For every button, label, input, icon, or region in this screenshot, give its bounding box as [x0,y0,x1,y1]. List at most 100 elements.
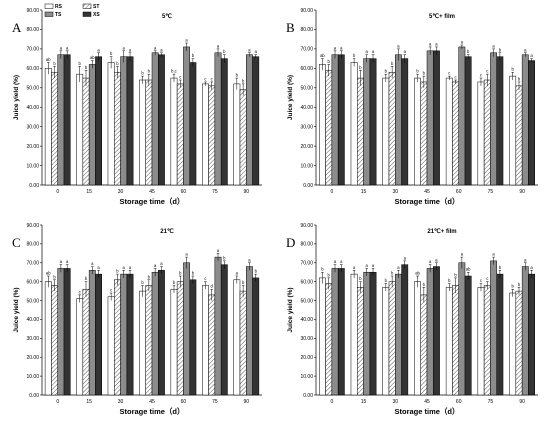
significance-label: c [480,73,482,78]
legend-label-xs: XS [93,12,100,18]
significance-label: b [423,282,426,287]
significance-label: ab [46,57,51,62]
significance-label: a [129,47,132,52]
bar-xs-15 [369,271,377,396]
significance-label: b [385,278,388,283]
bar-rs-45 [139,290,146,396]
bar-ts-75 [490,260,497,396]
bar-xs-15 [369,58,377,186]
significance-label: b [141,280,144,285]
legend: RS ST TS XS [44,3,100,18]
legend-label-ts: TS [55,12,62,18]
significance-label: b [353,53,356,58]
legend-label-st: ST [93,4,99,10]
significance-label: b [328,59,331,64]
y-tick-label: 0.00 [303,393,313,399]
significance-label: b [148,69,151,74]
bar-rs-0 [44,68,52,186]
x-tick-label: 30 [118,189,124,195]
bar-xs-60 [189,62,197,186]
significance-label: a [492,252,495,257]
significance-label: a [404,255,407,260]
y-tick-label: 70.00 [26,47,39,53]
significance-label: a [334,45,337,50]
significance-label: b [499,47,502,52]
bar-xs-0 [337,54,345,186]
y-tick-label: 90.00 [300,223,313,229]
significance-label: b [454,272,457,277]
bar-rs-75 [477,81,485,186]
significance-label: a [435,257,438,262]
bar-xs-90 [252,56,260,186]
bar-st-45 [145,285,153,396]
y-tick-label: 50.00 [300,86,313,92]
bar-xs-90 [252,277,260,396]
significance-label: a [492,43,495,48]
significance-label: a [366,49,369,54]
bar-xs-60 [189,279,197,396]
x-tick-label: 90 [519,399,525,405]
bar-ts-0 [331,54,339,186]
bar-st-15 [357,287,364,396]
significance-label: a [334,259,337,264]
significance-label: a [372,263,375,268]
y-tick-label: 40.00 [26,317,39,323]
significance-label: b [192,53,195,58]
significance-label: b [173,280,176,285]
significance-label: a [248,257,251,262]
bar-xs-90 [528,60,535,186]
y-tick-label: 60.00 [300,66,313,72]
bar-ts-15 [88,270,96,396]
bar-st-60 [452,81,459,186]
significance-label: b [141,71,144,76]
significance-label: c [204,276,206,281]
significance-label: b [518,282,521,287]
bar-st-15 [357,77,364,186]
significance-label: a [123,45,126,50]
y-tick-label: 30.00 [26,336,39,342]
y-axis-label: Juice yield (%) [287,287,294,332]
panel-D: 0.00 10.00 20.00 30.00 40.00 50.00 60.00 70.00 8… [286,223,538,416]
bar-ts-0 [57,54,65,186]
bar-ts-90 [246,54,253,186]
legend-swatch-xs [82,11,92,17]
bar-rs-45 [139,79,146,186]
y-tick-label: 70.00 [26,261,39,267]
y-tick-label: 10.00 [300,163,313,169]
significance-label: b [116,61,119,66]
significance-label: c [204,76,206,81]
bar-xs-75 [220,58,228,186]
y-tick-label: 20.00 [26,144,39,150]
y-tick-label: 90.00 [300,8,313,14]
bar-xs-45 [158,54,165,186]
significance-label: b [223,255,226,260]
y-tick-label: 10.00 [26,163,39,169]
bar-ts-90 [521,54,529,186]
bar-xs-60 [464,275,472,396]
bar-xs-75 [220,264,228,396]
significance-label: a [397,265,400,270]
significance-label: b [328,272,331,277]
significance-label: ab [466,267,471,272]
y-tick-label: 50.00 [300,298,313,304]
bar-xs-30 [401,264,409,396]
bar-rs-0 [44,281,52,396]
y-tick-label: 60.00 [26,279,39,285]
bar-xs-60 [464,56,472,186]
x-tick-label: 45 [149,399,155,405]
x-tick-label: 75 [488,189,494,195]
bar-st-30 [114,71,121,186]
panel-title: 21℃+ film [427,228,456,235]
x-tick-label: 15 [361,399,367,405]
bar-ts-0 [57,268,65,396]
x-tick-label: 15 [86,189,92,195]
x-axis-label: Storage time（d） [119,196,184,206]
bar-rs-90 [509,292,517,396]
bar-ts-90 [246,266,253,396]
y-tick-label: 20.00 [26,355,39,361]
bar-st-90 [239,89,247,186]
panel-letter: A [12,20,22,35]
x-tick-label: 45 [424,189,430,195]
significance-label: a [248,47,251,52]
x-tick-label: 75 [212,189,218,195]
